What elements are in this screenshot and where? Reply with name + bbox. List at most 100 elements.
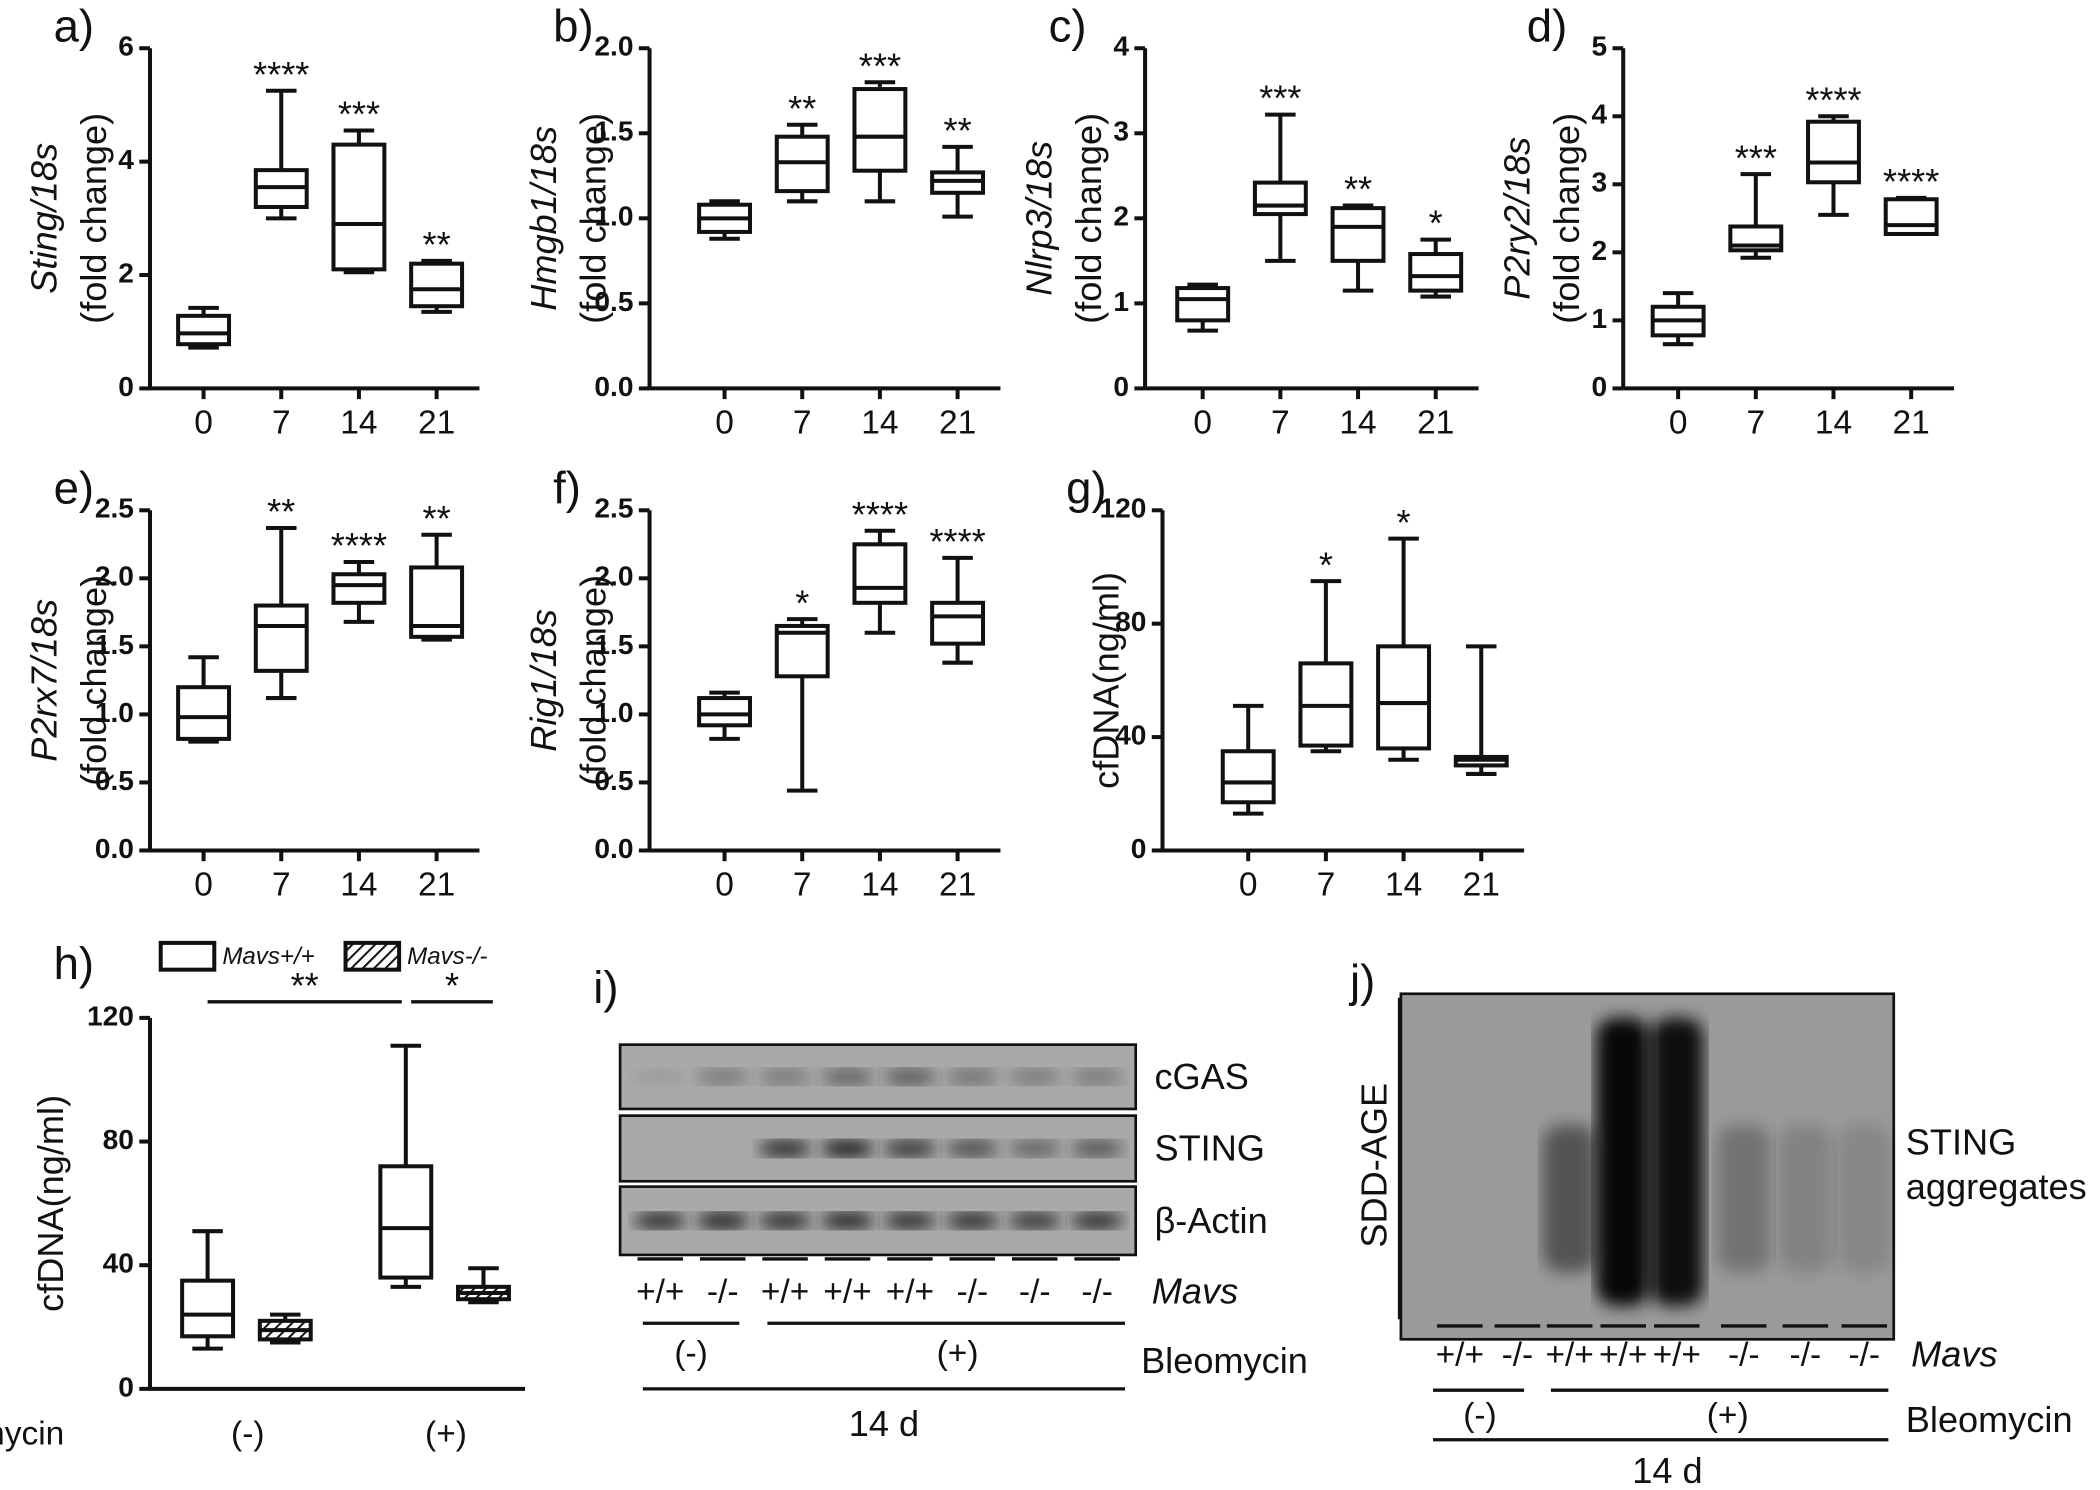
y-axis-label: (fold change) <box>573 113 614 324</box>
blot-band <box>945 1212 1000 1229</box>
blot-band <box>1070 1140 1124 1157</box>
y-axis-label: cfDNA(ng/ml) <box>1085 572 1126 789</box>
y-tick-label: 1.5 <box>594 116 633 147</box>
blot-band <box>633 1068 688 1085</box>
x-tick-label: 21 <box>939 404 976 441</box>
significance: *** <box>338 94 380 135</box>
panel-label: h) <box>54 938 94 989</box>
x-tick-label: 0 <box>1239 866 1258 903</box>
y-tick-label: 3 <box>1113 116 1129 147</box>
box <box>180 1278 236 1339</box>
lane-title: Mavs <box>1911 1333 1997 1374</box>
y-axis-label: (fold change) <box>73 575 114 786</box>
y-tick-label: 0.0 <box>95 833 134 864</box>
significance: ** <box>788 88 816 129</box>
target-label: aggregates <box>1906 1166 2087 1207</box>
method-label: SDD-AGE <box>1353 1083 1394 1248</box>
x-tick-label: 21 <box>418 404 455 441</box>
y-tick-label: 80 <box>1115 606 1146 637</box>
y-tick-label: 1 <box>1113 286 1129 317</box>
y-tick-label: 3 <box>1592 167 1608 198</box>
box <box>697 696 753 728</box>
x-axis-label: Bleomycin <box>0 1416 64 1453</box>
significance: *** <box>1259 78 1301 119</box>
box <box>409 261 465 309</box>
box <box>1806 119 1861 185</box>
significance: **** <box>253 54 309 95</box>
box <box>1883 197 1939 236</box>
box <box>176 685 232 741</box>
y-tick-label: 1.0 <box>594 201 633 232</box>
x-tick-label: 21 <box>1417 404 1454 441</box>
significance: **** <box>1883 161 1939 202</box>
blot-band <box>1007 1212 1062 1229</box>
group-label: (-) <box>1463 1397 1496 1434</box>
y-axis-label: (fold change) <box>573 575 614 786</box>
x-tick-label: 7 <box>1746 404 1765 441</box>
x-tick-label: 14 <box>340 404 377 441</box>
box <box>852 542 908 605</box>
y-axis-label: P2ry2/18s <box>1497 137 1538 300</box>
x-tick-label: 0 <box>715 866 734 903</box>
y-tick-label: 1.5 <box>95 629 134 660</box>
x-tick-label: 0 <box>194 404 213 441</box>
x-tick-label: 7 <box>1317 866 1336 903</box>
blot-band <box>945 1140 1000 1157</box>
y-axis-label: Nlrp3/18s <box>1019 141 1060 296</box>
significance: * <box>795 582 809 623</box>
x-tick-label: 0 <box>1669 404 1688 441</box>
smear <box>1837 1125 1892 1273</box>
y-axis-label: Hmgb1/18s <box>523 126 564 311</box>
significance: **** <box>852 494 908 535</box>
box <box>331 142 387 272</box>
y-tick-label: 2 <box>1113 201 1129 232</box>
significance: ** <box>1344 169 1372 210</box>
y-tick-label: 40 <box>1115 719 1146 750</box>
lane-title: Mavs <box>1152 1270 1238 1311</box>
x-tick-label: (-) <box>231 1416 264 1453</box>
y-tick-label: 0 <box>1592 371 1608 402</box>
treatment-label: Bleomycin <box>1141 1340 1308 1381</box>
lane-label: -/- <box>1848 1337 1880 1374</box>
lane-label: -/- <box>1081 1274 1113 1311</box>
lane-label: -/- <box>957 1274 989 1311</box>
blot-band <box>633 1212 688 1229</box>
legend-label: Mavs-/- <box>407 943 487 970</box>
blot-band <box>1007 1140 1062 1157</box>
y-tick-label: 0 <box>118 1371 134 1402</box>
blot-band <box>945 1068 1000 1085</box>
y-tick-label: 120 <box>87 1000 134 1031</box>
y-tick-label: 0.5 <box>594 765 633 796</box>
panel-label: d) <box>1527 1 1567 52</box>
blot-band <box>883 1140 937 1157</box>
lane-label: +/+ <box>1545 1337 1593 1374</box>
panel-label: j) <box>1348 955 1375 1006</box>
lane-label: +/+ <box>1653 1337 1701 1374</box>
legend-label: Mavs+/+ <box>222 943 314 970</box>
panel-label: a) <box>54 1 94 52</box>
blot-band <box>758 1212 812 1229</box>
y-tick-label: 1 <box>1592 303 1608 334</box>
x-tick-label: 7 <box>793 866 812 903</box>
smear <box>1650 1017 1704 1306</box>
blot-row-label: cGAS <box>1154 1056 1248 1097</box>
box <box>331 572 387 605</box>
panel-label: f) <box>553 463 581 514</box>
legend-swatch <box>343 940 402 972</box>
significance: ** <box>944 110 972 151</box>
legend-swatch <box>158 940 217 972</box>
smear <box>1542 1125 1597 1273</box>
box <box>1175 286 1231 323</box>
lane-label: -/- <box>1790 1337 1822 1374</box>
lane-label: +/+ <box>761 1274 809 1311</box>
group-label: (+) <box>937 1335 979 1372</box>
x-tick-label: 0 <box>194 866 213 903</box>
significance: **** <box>929 521 985 562</box>
blot-band <box>1070 1068 1124 1085</box>
time-label: 14 d <box>849 1403 919 1444</box>
y-tick-label: 0.0 <box>594 833 633 864</box>
smear <box>1596 1017 1650 1306</box>
x-tick-label: 14 <box>1815 404 1852 441</box>
box <box>1408 252 1464 293</box>
y-tick-label: 1.0 <box>95 697 134 728</box>
